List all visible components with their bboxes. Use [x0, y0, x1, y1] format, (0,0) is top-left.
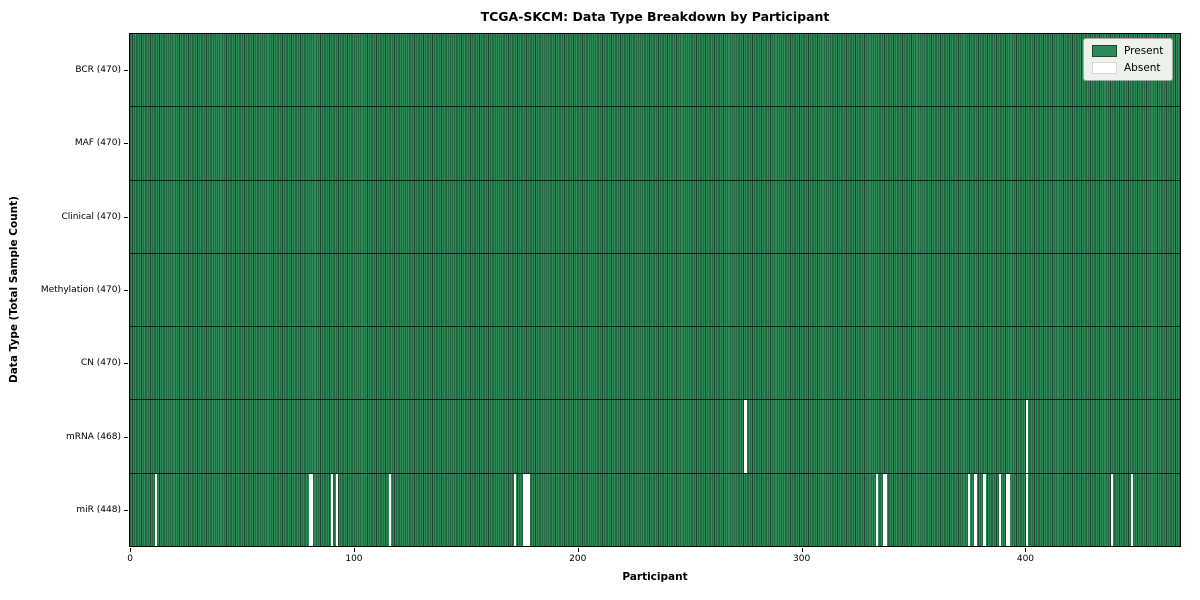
x-tick-label: 200 — [569, 554, 587, 564]
row-MAF — [130, 107, 1180, 181]
absent-cell — [310, 473, 314, 546]
absent-cell — [1110, 473, 1113, 546]
y-tick-mark — [124, 510, 128, 512]
absent-cell — [967, 473, 970, 546]
y-tick-mark — [124, 290, 128, 291]
y-tick-mark — [124, 363, 128, 365]
absent-cell — [1025, 473, 1029, 546]
row-miR — [130, 473, 1180, 546]
absent-cell — [744, 400, 747, 473]
y-tick-label-CN: CN (470) — [80, 358, 121, 369]
row-CN — [130, 327, 1180, 401]
row-BCR — [130, 34, 1180, 108]
x-tick-label: 100 — [345, 554, 363, 564]
absent-cell — [1025, 400, 1029, 473]
absent-cell — [308, 473, 311, 546]
x-tick-mark — [130, 548, 132, 552]
y-tick-label-miR: miR (448) — [76, 505, 121, 516]
plot-area — [129, 33, 1181, 547]
legend-entry-absent: Absent — [1092, 62, 1163, 74]
absent-cell — [527, 473, 530, 546]
y-tick-label-Clinical: Clinical (470) — [61, 211, 121, 222]
y-tick-mark — [124, 216, 128, 218]
legend-swatch-absent — [1092, 62, 1117, 74]
x-axis-title: Participant — [622, 571, 688, 583]
legend: Present Absent — [1083, 38, 1174, 81]
absent-cell — [974, 473, 977, 546]
absent-cell — [885, 473, 888, 546]
absent-cell — [876, 473, 879, 546]
y-tick-mark — [124, 69, 128, 71]
absent-cell — [389, 473, 392, 546]
absent-cell — [525, 473, 528, 546]
y-tick-label-Methylation: Methylation (470) — [40, 285, 121, 295]
y-tick-label-MAF: MAF (470) — [74, 138, 121, 149]
legend-label: Absent — [1124, 62, 1161, 74]
row-mRNA — [130, 400, 1180, 474]
absent-cell — [514, 473, 517, 546]
absent-cell — [983, 473, 986, 546]
x-tick-label: 300 — [793, 554, 811, 564]
absent-cell — [882, 473, 886, 546]
absent-cell — [1005, 473, 1008, 546]
legend-swatch-present — [1092, 45, 1117, 57]
y-tick-label-BCR: BCR (470) — [75, 64, 121, 75]
legend-entry-present: Present — [1092, 45, 1163, 57]
absent-cell — [999, 473, 1002, 546]
legend-label: Present — [1124, 45, 1164, 57]
x-tick-label: 0 — [127, 554, 133, 564]
absent-cell — [335, 473, 338, 546]
y-tick-mark — [124, 143, 128, 145]
absent-cell — [1130, 473, 1134, 546]
row-Methylation — [130, 253, 1180, 328]
absent-cell — [523, 473, 526, 546]
absent-cell — [154, 473, 157, 546]
x-tick-label: 400 — [1016, 554, 1035, 564]
row-Clinical — [130, 180, 1180, 254]
y-tick-label-mRNA: mRNA (468) — [66, 431, 121, 442]
x-tick-mark — [801, 548, 803, 552]
absent-cell — [1007, 473, 1011, 546]
y-tick-mark — [124, 436, 128, 438]
x-tick-mark — [577, 548, 579, 552]
x-tick-mark — [353, 548, 355, 552]
absent-cell — [331, 473, 334, 546]
chart-title: TCGA-SKCM: Data Type Breakdown by Partic… — [480, 9, 830, 24]
x-tick-mark — [1025, 548, 1027, 552]
